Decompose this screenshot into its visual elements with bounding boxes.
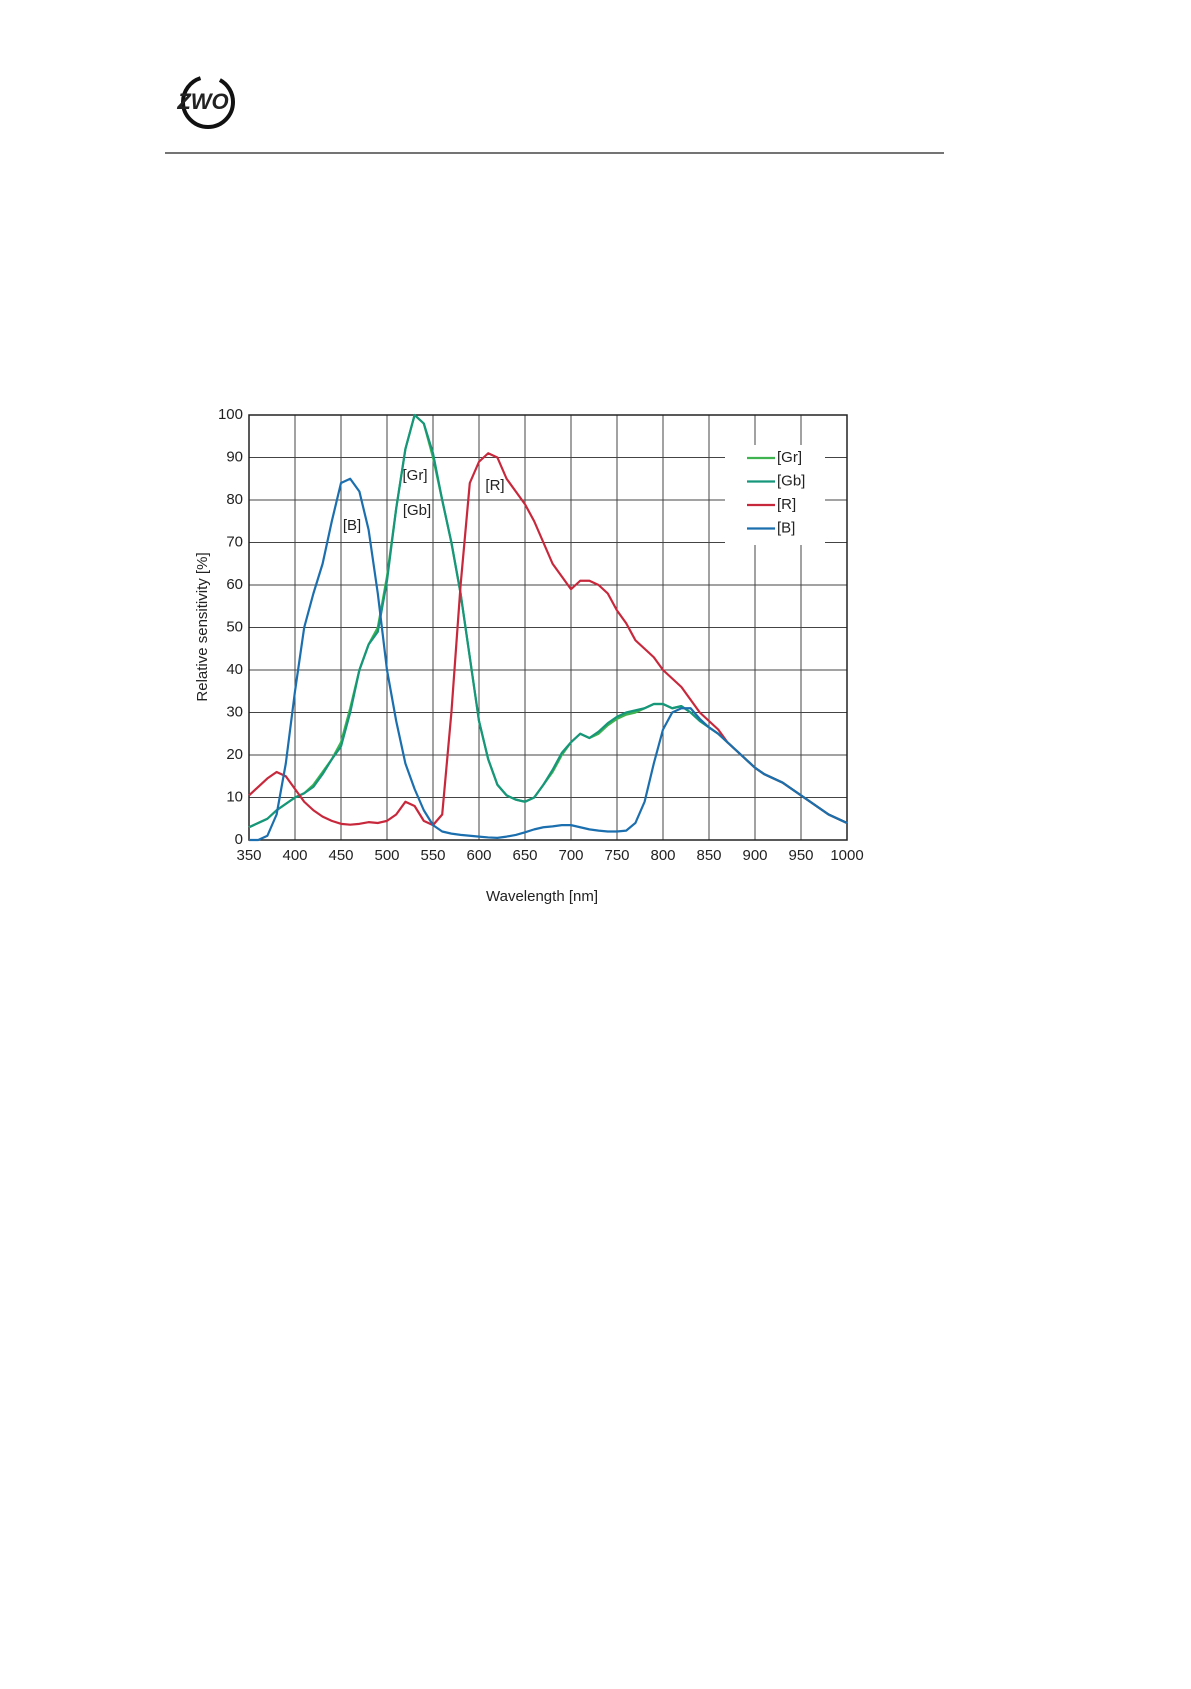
y-tick-label: 90 bbox=[226, 448, 243, 465]
legend-label: [B] bbox=[777, 519, 795, 536]
legend-box bbox=[725, 445, 825, 545]
annotation: [B] bbox=[343, 517, 361, 534]
legend-label: [Gb] bbox=[777, 472, 805, 489]
y-tick-label: 80 bbox=[226, 491, 243, 508]
y-axis-label: Relative sensitivity [%] bbox=[194, 552, 211, 701]
annotation: [Gr] bbox=[403, 467, 428, 484]
y-tick-label: 20 bbox=[226, 746, 243, 763]
y-tick-label: 60 bbox=[226, 576, 243, 593]
legend-label: [R] bbox=[777, 496, 796, 513]
x-axis-label: Wavelength [nm] bbox=[486, 888, 598, 905]
x-tick-label: 700 bbox=[558, 847, 583, 864]
y-tick-label: 50 bbox=[226, 618, 243, 635]
x-tick-label: 450 bbox=[328, 847, 353, 864]
series-line bbox=[249, 477, 848, 842]
x-tick-label: 550 bbox=[420, 847, 445, 864]
x-tick-label: 850 bbox=[696, 847, 721, 864]
x-tick-label: 900 bbox=[742, 847, 767, 864]
x-tick-label: 650 bbox=[512, 847, 537, 864]
x-tick-label: 600 bbox=[466, 847, 491, 864]
y-tick-label: 10 bbox=[226, 788, 243, 805]
legend-label: [Gr] bbox=[777, 449, 802, 466]
logo: ZWO bbox=[176, 75, 235, 129]
x-tick-label: 350 bbox=[236, 847, 261, 864]
y-tick-label: 40 bbox=[226, 661, 243, 678]
x-tick-label: 1000 bbox=[830, 847, 863, 864]
y-tick-label: 30 bbox=[226, 703, 243, 720]
y-tick-label: 0 bbox=[235, 831, 243, 848]
y-tick-label: 100 bbox=[218, 406, 243, 423]
x-tick-label: 800 bbox=[650, 847, 675, 864]
x-tick-label: 950 bbox=[788, 847, 813, 864]
x-tick-label: 750 bbox=[604, 847, 629, 864]
logo-ring bbox=[181, 75, 235, 129]
annotation: [Gb] bbox=[403, 502, 431, 519]
y-tick-label: 70 bbox=[226, 533, 243, 550]
annotation: [R] bbox=[485, 477, 504, 494]
x-tick-label: 400 bbox=[282, 847, 307, 864]
x-tick-label: 500 bbox=[374, 847, 399, 864]
logo-text: ZWO bbox=[176, 89, 228, 114]
plot-frame bbox=[248, 414, 848, 841]
